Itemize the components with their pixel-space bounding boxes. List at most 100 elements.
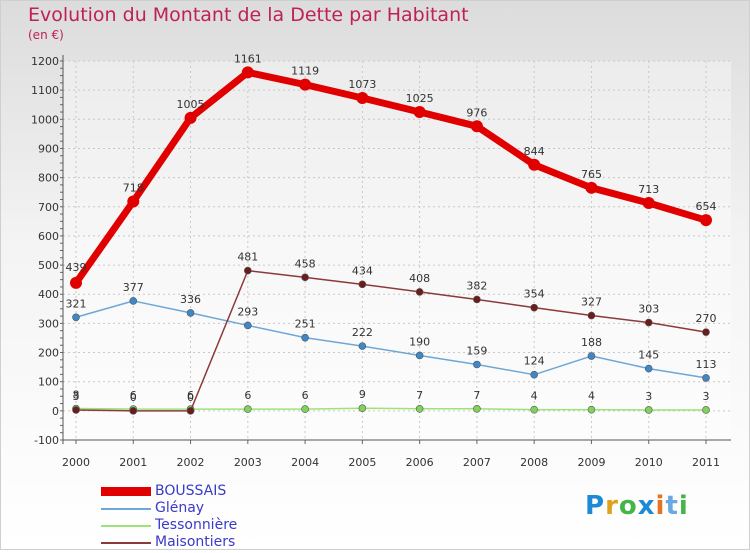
y-tick-label: 400: [38, 288, 59, 301]
data-label: 765: [581, 168, 602, 181]
data-point: [528, 158, 541, 171]
data-label: 7: [416, 389, 423, 402]
y-tick-label: 0: [52, 405, 59, 418]
x-tick-label: 2007: [463, 456, 491, 469]
data-point: [473, 360, 481, 369]
data-label: 251: [295, 318, 316, 331]
logo-letter: o: [618, 491, 638, 521]
x-tick-label: 2004: [291, 456, 319, 469]
logo-letter: t: [665, 491, 679, 521]
logo-letter: i: [655, 491, 666, 521]
y-tick-label: -100: [34, 434, 59, 447]
y-tick-label: 1200: [31, 55, 59, 68]
data-point: [301, 273, 309, 282]
data-label: 654: [696, 200, 717, 213]
series-line-maisontiers: [75, 269, 707, 412]
data-point: [358, 404, 367, 413]
data-point: [415, 288, 424, 296]
data-label: 0: [187, 391, 194, 404]
data-label: 718: [123, 182, 144, 195]
data-label: 844: [524, 145, 545, 158]
data-label: 4: [588, 390, 595, 403]
data-label: 336: [180, 293, 201, 306]
data-label: 303: [638, 303, 659, 316]
data-point: [700, 214, 712, 227]
data-point: [413, 106, 426, 119]
data-label: 1073: [348, 78, 376, 91]
data-point: [470, 120, 483, 133]
data-point: [642, 196, 655, 209]
data-point: [530, 303, 538, 312]
data-point: [129, 407, 138, 415]
x-tick-label: 2010: [635, 456, 663, 469]
data-label: 6: [302, 389, 309, 402]
legend-label-tessonniere: Tessonnière: [155, 517, 238, 533]
x-tick-label: 2008: [520, 456, 548, 469]
data-label: 222: [352, 326, 373, 339]
data-point: [356, 92, 369, 105]
data-label: 3: [73, 390, 80, 403]
x-tick-label: 2001: [119, 456, 147, 469]
data-point: [301, 333, 309, 342]
logo-letter: r: [605, 491, 619, 521]
data-label: 9: [359, 388, 366, 401]
data-label: 976: [466, 106, 487, 119]
data-point: [244, 405, 252, 413]
x-tick-label: 2006: [406, 456, 434, 469]
data-point: [358, 280, 367, 289]
x-tick-label: 2000: [62, 456, 90, 469]
data-point: [244, 321, 252, 330]
series-line-tessonnière: [75, 407, 706, 411]
data-label: 159: [466, 344, 487, 357]
data-label: 481: [237, 251, 258, 264]
data-point: [358, 342, 367, 350]
data-label: 270: [696, 312, 717, 325]
data-label: 3: [645, 390, 652, 403]
y-tick-label: 200: [38, 347, 59, 360]
data-point: [587, 311, 596, 320]
data-point: [244, 266, 252, 275]
y-tick-label: 300: [38, 317, 59, 330]
data-label: 0: [130, 391, 137, 404]
data-point: [184, 111, 197, 124]
y-tick-label: 800: [38, 172, 59, 185]
chart-subtitle: (en €): [28, 28, 64, 42]
legend-label-maisontiers: Maisontiers: [155, 534, 236, 550]
data-label: 439: [66, 261, 87, 274]
data-point: [644, 364, 653, 373]
data-label: 377: [123, 281, 144, 294]
data-label: 354: [524, 288, 545, 301]
data-point: [301, 405, 309, 413]
data-label: 188: [581, 336, 602, 349]
y-tick-label: 600: [38, 230, 59, 243]
y-tick-label: 900: [38, 142, 59, 155]
data-point: [587, 405, 596, 414]
legend-label-glenay: Glénay: [155, 500, 205, 516]
data-point: [127, 195, 140, 208]
data-label: 408: [409, 272, 430, 285]
data-label: 8: [73, 389, 80, 402]
data-label: 1161: [234, 52, 262, 65]
data-point: [702, 328, 710, 336]
data-point: [530, 405, 538, 414]
series-line-boussais: [73, 68, 708, 285]
y-tick-label: 700: [38, 201, 59, 214]
y-tick-label: 1100: [31, 84, 59, 97]
data-point: [644, 406, 653, 414]
legend-swatch-tessonniere: [101, 525, 151, 527]
data-point: [415, 351, 424, 360]
data-label: 6: [187, 389, 194, 402]
data-label: 124: [524, 355, 545, 368]
data-point: [72, 313, 80, 322]
x-tick-label: 2011: [692, 456, 720, 469]
data-point: [186, 407, 195, 415]
logo-letter: x: [637, 491, 656, 521]
data-point: [585, 181, 598, 194]
data-point: [702, 406, 710, 414]
data-label: 327: [581, 296, 602, 309]
data-label: 713: [638, 183, 659, 196]
x-tick-label: 2009: [577, 456, 605, 469]
plot-area: [63, 61, 731, 440]
